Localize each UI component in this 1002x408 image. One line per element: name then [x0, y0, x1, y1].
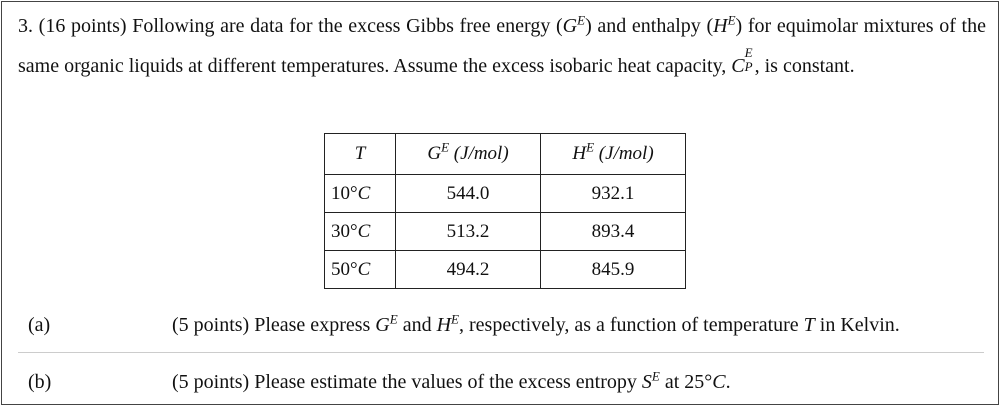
- math: G: [375, 314, 390, 336]
- cell: 10°: [331, 182, 358, 204]
- text: ) and enthalpy (: [585, 15, 714, 37]
- cell: C: [357, 258, 371, 280]
- text: ) for equimolar mixtures of the same org…: [18, 15, 986, 77]
- math: E: [389, 311, 398, 327]
- cell: 932.1: [540, 174, 686, 213]
- header: T: [354, 143, 366, 164]
- cell: 544.0: [395, 174, 541, 213]
- math: P: [744, 59, 753, 74]
- text: , is constant.: [754, 55, 855, 77]
- math: C: [712, 371, 726, 393]
- math: E: [651, 368, 660, 384]
- text: (5 points) Please estimate the values of…: [172, 371, 642, 393]
- header: (J/mol): [598, 143, 654, 164]
- math: H: [713, 15, 728, 37]
- cell: C: [357, 220, 371, 242]
- text: , respectively, as a function of tempera…: [459, 314, 804, 336]
- part-label: (a): [28, 314, 51, 336]
- math: C: [731, 55, 745, 77]
- part-a: (a) (5 points) Please express GE and HE, …: [28, 310, 900, 340]
- text: .: [725, 371, 731, 393]
- text: (5 points) Please express: [172, 314, 376, 336]
- header: (J/mol): [453, 143, 509, 164]
- header: G: [427, 143, 442, 164]
- text: 3. (16 points) Following are data for th…: [18, 15, 563, 37]
- header: E: [441, 139, 450, 155]
- text: and: [397, 314, 437, 336]
- cell: 494.2: [395, 250, 541, 289]
- math: E: [577, 12, 586, 28]
- math: E: [451, 311, 459, 327]
- math: S: [641, 371, 652, 393]
- text: at 25°: [659, 371, 713, 393]
- data-table: T GE (J/mol) HE (J/mol) 10°C 544.0 932.1 3…: [324, 133, 686, 289]
- part-b: (b) (5 points) Please estimate the values…: [28, 367, 731, 397]
- cell: 513.2: [395, 212, 541, 251]
- header: E: [586, 139, 595, 155]
- part-label: (b): [28, 371, 52, 393]
- math: E: [727, 12, 736, 28]
- math: H: [436, 314, 452, 336]
- text: in Kelvin.: [814, 314, 900, 336]
- math: E: [744, 45, 753, 60]
- header: H: [572, 143, 587, 164]
- cell: 893.4: [540, 212, 686, 251]
- math: G: [562, 15, 578, 37]
- cell: C: [357, 182, 371, 204]
- cell: 845.9: [540, 250, 686, 289]
- intro: 3. (16 points) Following are data for th…: [18, 6, 986, 86]
- math: T: [803, 314, 815, 336]
- separator: [18, 352, 984, 353]
- cell: 50°: [331, 258, 358, 280]
- cell: 30°: [331, 220, 358, 242]
